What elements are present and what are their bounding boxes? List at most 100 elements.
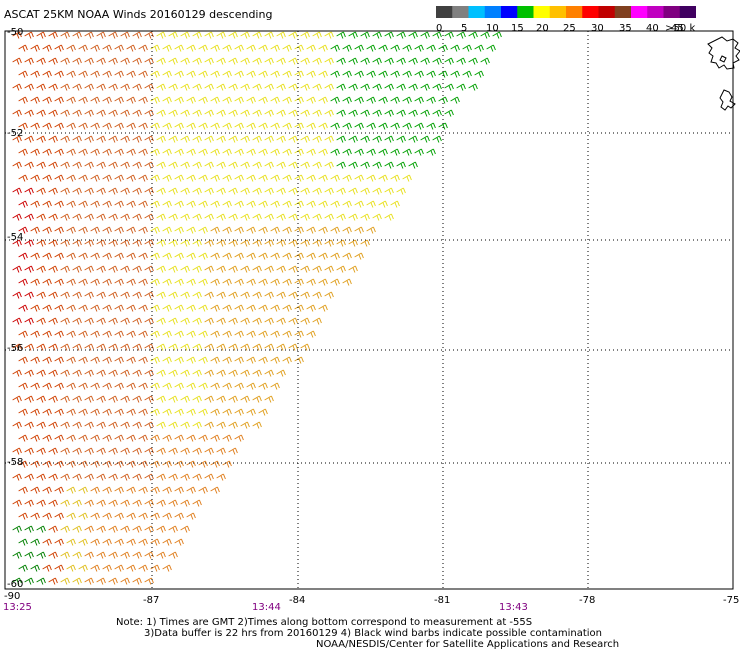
wind-barb [342, 226, 352, 234]
wind-barb [390, 44, 400, 52]
wind-barb [318, 174, 328, 182]
wind-barb [270, 330, 280, 338]
wind-barb [18, 200, 28, 208]
wind-barb [348, 83, 358, 91]
wind-barb [396, 31, 406, 39]
wind-barb [210, 356, 220, 364]
wind-barb [300, 31, 310, 39]
wind-barb [204, 421, 214, 429]
wind-barb [108, 551, 118, 559]
wind-barb [222, 200, 232, 208]
wind-barb [96, 239, 106, 247]
wind-barb [258, 44, 268, 52]
wind-barb [156, 525, 166, 533]
wind-barb [360, 239, 370, 247]
wind-barb [66, 382, 76, 390]
wind-barb [222, 382, 232, 390]
wind-barb [270, 278, 280, 286]
wind-barb [180, 135, 190, 143]
wind-barb [234, 304, 244, 312]
wind-barb [66, 252, 76, 260]
wind-barb [216, 291, 226, 299]
wind-barb [114, 408, 124, 416]
wind-barb [354, 252, 364, 260]
wind-barb [156, 291, 166, 299]
wind-barb [258, 70, 268, 78]
wind-barb [30, 44, 40, 52]
wind-barb [96, 135, 106, 143]
wind-barb [12, 135, 22, 143]
wind-barb [270, 70, 280, 78]
wind-barb [66, 278, 76, 286]
wind-barb [222, 304, 232, 312]
wind-barb [198, 460, 208, 468]
wind-barb [168, 187, 178, 195]
wind-barb [264, 109, 274, 117]
wind-barb [300, 161, 310, 169]
wind-barb [96, 187, 106, 195]
wind-barb [162, 122, 172, 130]
wind-barb [306, 96, 316, 104]
wind-barb [48, 187, 58, 195]
wind-barb [342, 174, 352, 182]
wind-barb [276, 317, 286, 325]
wind-barb [144, 57, 154, 65]
wind-barb [240, 161, 250, 169]
wind-barb [114, 512, 124, 520]
wind-barb [174, 512, 184, 520]
wind-barb [12, 447, 22, 455]
wind-barb [36, 447, 46, 455]
wind-barb [12, 317, 22, 325]
wind-barb [108, 577, 118, 585]
wind-barb [294, 252, 304, 260]
wind-barb [18, 486, 28, 494]
wind-barb [180, 239, 190, 247]
wind-barb [120, 57, 130, 65]
wind-barb [402, 96, 412, 104]
wind-barb [270, 122, 280, 130]
wind-barb [234, 96, 244, 104]
wind-barb [18, 252, 28, 260]
wind-barb [258, 382, 268, 390]
wind-barb [180, 317, 190, 325]
wind-barb [96, 499, 106, 507]
wind-barb [30, 304, 40, 312]
wind-barb [438, 70, 448, 78]
wind-barb [204, 239, 214, 247]
wind-barb [384, 109, 394, 117]
wind-barb [42, 382, 52, 390]
wind-barb [306, 278, 316, 286]
wind-barb [246, 330, 256, 338]
wind-barb [162, 538, 172, 546]
wind-barb [12, 83, 22, 91]
wind-barb [144, 343, 154, 351]
wind-barb [138, 200, 148, 208]
wind-barb [282, 356, 292, 364]
wind-barb [150, 44, 160, 52]
wind-barb [66, 96, 76, 104]
wind-barb [126, 382, 136, 390]
wind-barb [186, 226, 196, 234]
wind-barb [48, 239, 58, 247]
wind-barb [312, 317, 322, 325]
wind-barb [150, 538, 160, 546]
wind-barb [186, 382, 196, 390]
wind-barb [42, 434, 52, 442]
wind-barb [180, 109, 190, 117]
wind-barb [102, 226, 112, 234]
wind-barb [228, 369, 238, 377]
wind-barb [330, 148, 340, 156]
wind-barb [198, 304, 208, 312]
wind-barb [54, 538, 64, 546]
wind-barb [102, 252, 112, 260]
wind-barb [60, 161, 70, 169]
wind-barb [54, 486, 64, 494]
wind-barb [78, 434, 88, 442]
wind-barb [210, 486, 220, 494]
wind-barb [378, 174, 388, 182]
wind-barb [306, 200, 316, 208]
wind-barb [222, 434, 232, 442]
wind-barb [210, 408, 220, 416]
wind-barb [84, 135, 94, 143]
lat-lon-grid [5, 31, 733, 589]
